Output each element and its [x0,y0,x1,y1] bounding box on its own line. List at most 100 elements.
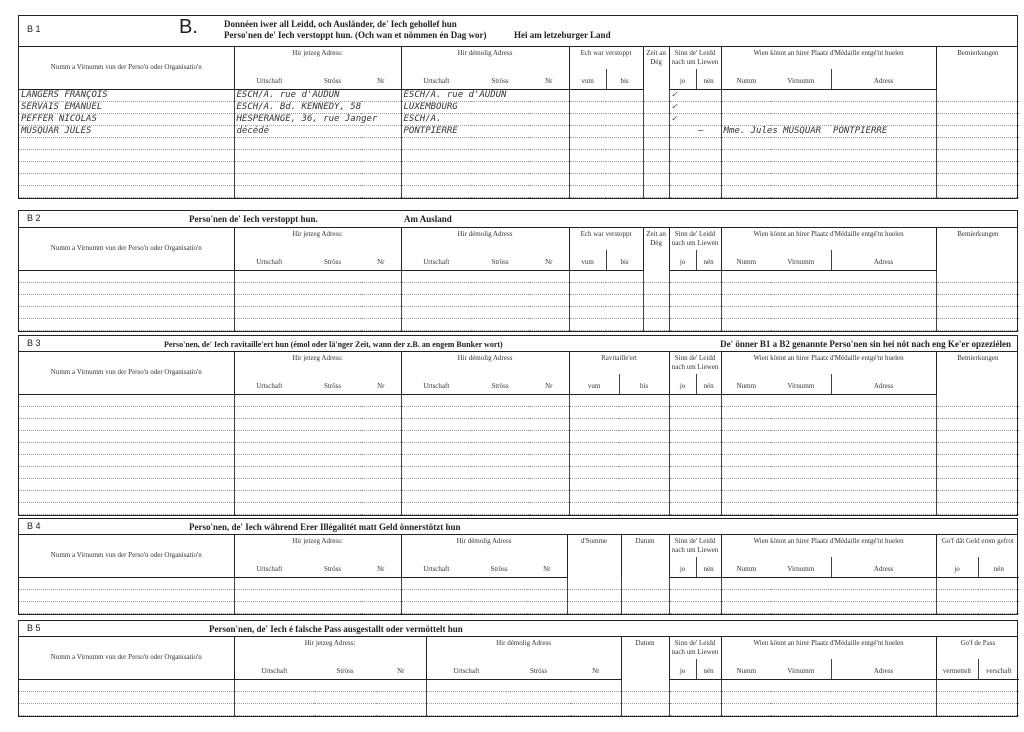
table-cell[interactable] [361,282,402,295]
table-cell[interactable] [233,282,304,295]
table-cell[interactable] [606,113,644,126]
table-cell[interactable] [19,306,234,319]
table-cell[interactable] [361,601,402,614]
table-cell[interactable] [771,101,832,114]
table-cell[interactable] [831,490,937,503]
table-cell[interactable] [720,454,772,467]
table-cell[interactable] [19,478,234,491]
table-cell[interactable] [642,294,670,307]
table-cell[interactable] [471,137,530,150]
table-cell[interactable] [620,703,670,716]
table-cell[interactable] [361,173,402,186]
table-cell[interactable] [720,703,772,716]
table-cell[interactable] [568,137,607,150]
table-cell[interactable] [668,125,697,138]
table-cell[interactable] [304,185,361,198]
table-cell[interactable] [935,294,1020,307]
table-cell[interactable] [642,113,670,126]
table-cell[interactable] [619,394,670,407]
table-cell[interactable] [471,394,530,407]
table-cell[interactable] [527,577,568,590]
table-cell[interactable] [304,406,361,419]
table-cell[interactable] [720,270,772,283]
table-cell[interactable] [568,185,607,198]
table-cell[interactable] [606,318,644,331]
table-cell[interactable] [771,149,832,162]
table-cell[interactable] [361,430,402,443]
table-cell[interactable]: ESCH/A. Bd. KENNEDY, 58 [233,101,361,114]
table-cell[interactable] [619,418,670,431]
table-cell[interactable] [233,589,304,602]
table-cell[interactable] [471,161,530,174]
table-cell[interactable] [19,490,234,503]
table-cell[interactable] [771,113,832,126]
table-cell[interactable] [361,185,402,198]
table-cell[interactable] [233,406,304,419]
table-cell[interactable] [568,442,620,455]
table-cell[interactable] [304,418,361,431]
table-cell[interactable] [668,418,697,431]
table-cell[interactable] [831,703,937,716]
table-cell[interactable] [566,589,622,602]
table-cell[interactable] [831,282,937,295]
table-cell[interactable] [696,406,722,419]
table-cell[interactable] [19,161,234,174]
table-cell[interactable] [361,306,402,319]
table-cell[interactable] [233,185,304,198]
table-cell[interactable] [831,173,937,186]
table-cell[interactable] [978,679,1020,692]
table-cell[interactable] [720,490,772,503]
table-cell[interactable] [831,502,937,515]
table-cell[interactable] [361,466,402,479]
table-cell[interactable]: Mme. Jules MUSQUAR [720,125,821,138]
table-cell[interactable] [619,502,670,515]
table-cell[interactable] [361,589,402,602]
table-cell[interactable] [400,454,472,467]
table-cell[interactable] [19,282,234,295]
table-cell[interactable] [642,101,670,114]
table-cell[interactable] [720,679,772,692]
table-cell[interactable] [19,442,234,455]
table-cell[interactable] [529,185,570,198]
table-cell[interactable] [304,394,361,407]
table-cell[interactable] [935,270,1020,283]
table-cell[interactable] [529,490,570,503]
table-cell[interactable] [304,125,361,138]
table-cell[interactable] [400,601,472,614]
table-cell[interactable] [304,270,361,283]
table-cell[interactable] [361,318,402,331]
table-cell[interactable] [529,173,570,186]
table-cell[interactable] [771,185,832,198]
table-cell[interactable] [304,502,361,515]
table-cell[interactable] [529,113,570,126]
table-cell[interactable] [771,394,832,407]
table-cell[interactable] [304,478,361,491]
table-cell[interactable] [642,137,670,150]
table-cell[interactable] [471,125,530,138]
table-cell[interactable] [696,577,722,590]
table-cell[interactable] [425,703,507,716]
table-cell[interactable] [668,589,697,602]
table-cell[interactable] [619,454,670,467]
table-cell[interactable] [606,101,644,114]
table-cell[interactable] [304,466,361,479]
table-cell[interactable] [400,306,472,319]
table-cell[interactable] [935,466,1020,479]
table-cell[interactable] [831,113,937,126]
table-cell[interactable] [606,161,644,174]
table-cell[interactable] [471,601,528,614]
table-cell[interactable] [568,113,607,126]
table-cell[interactable] [19,149,234,162]
table-cell[interactable] [527,589,568,602]
table-cell[interactable] [619,430,670,443]
table-cell[interactable]: — [696,125,722,138]
table-cell[interactable] [400,406,472,419]
table-cell[interactable]: HESPERANGE, 36, rue Janger [233,113,377,126]
table-cell[interactable] [696,466,722,479]
table-cell[interactable]: ESCH/A. rue d'AUDUN [400,89,506,102]
table-cell[interactable] [233,270,304,283]
table-cell[interactable] [19,691,234,704]
table-cell[interactable] [696,137,722,150]
table-cell[interactable] [471,577,528,590]
table-cell[interactable] [668,318,697,331]
